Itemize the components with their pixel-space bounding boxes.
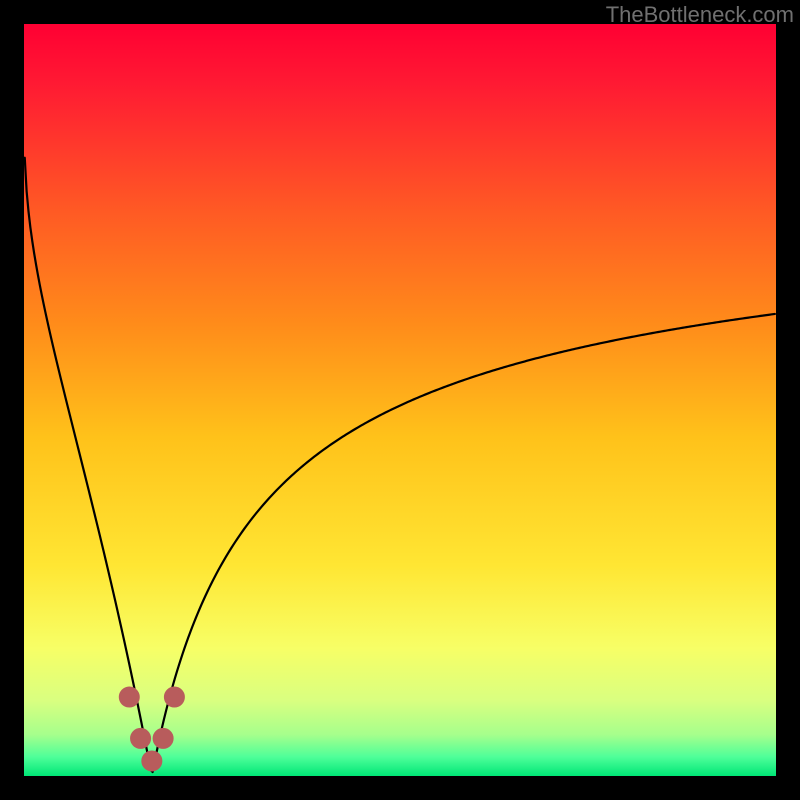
marker-dot [132, 729, 150, 747]
chart-svg [0, 0, 800, 800]
plot-background [24, 24, 776, 776]
marker-dot [154, 729, 172, 747]
marker-dot [120, 688, 138, 706]
marker-dot [165, 688, 183, 706]
chart-viewport: TheBottleneck.com [0, 0, 800, 800]
marker-dot [143, 752, 161, 770]
watermark-label: TheBottleneck.com [606, 2, 794, 28]
